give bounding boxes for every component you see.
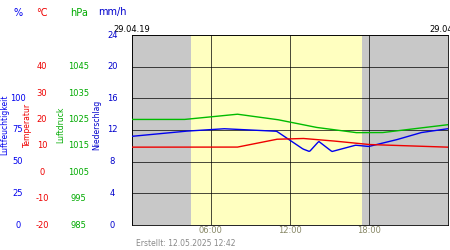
Text: 985: 985 — [71, 220, 87, 230]
Text: 0: 0 — [39, 168, 45, 177]
Text: 50: 50 — [13, 157, 23, 166]
Text: 1045: 1045 — [68, 62, 89, 71]
Text: 1025: 1025 — [68, 115, 89, 124]
Text: mm/h: mm/h — [98, 8, 127, 18]
Text: %: % — [14, 8, 22, 18]
Text: Erstellt: 12.05.2025 12:42: Erstellt: 12.05.2025 12:42 — [136, 239, 236, 248]
Text: 100: 100 — [10, 94, 26, 103]
Text: Temperatur: Temperatur — [22, 103, 32, 147]
Text: 75: 75 — [13, 126, 23, 134]
Text: 16: 16 — [107, 94, 118, 103]
Text: 1015: 1015 — [68, 141, 89, 150]
Text: 8: 8 — [110, 157, 115, 166]
Bar — [362, 35, 448, 225]
Text: 995: 995 — [71, 194, 86, 203]
Text: 1005: 1005 — [68, 168, 89, 177]
Text: 20: 20 — [107, 62, 118, 71]
Text: 0: 0 — [15, 220, 21, 230]
Text: -10: -10 — [35, 194, 49, 203]
Text: -20: -20 — [35, 220, 49, 230]
Text: 40: 40 — [36, 62, 47, 71]
Text: 1035: 1035 — [68, 88, 89, 98]
Text: 24: 24 — [107, 30, 118, 40]
Text: Niederschlag: Niederschlag — [92, 100, 101, 150]
Text: 10: 10 — [36, 141, 47, 150]
Text: hPa: hPa — [70, 8, 88, 18]
Text: 12: 12 — [107, 126, 118, 134]
Bar — [191, 35, 362, 225]
Bar — [132, 35, 191, 225]
Text: 20: 20 — [36, 115, 47, 124]
Text: °C: °C — [36, 8, 48, 18]
Text: 0: 0 — [110, 220, 115, 230]
Text: 4: 4 — [110, 189, 115, 198]
Text: Luftdruck: Luftdruck — [56, 107, 65, 143]
Text: Luftfeuchtigkeit: Luftfeuchtigkeit — [0, 95, 9, 155]
Text: 30: 30 — [36, 88, 47, 98]
Text: 25: 25 — [13, 189, 23, 198]
